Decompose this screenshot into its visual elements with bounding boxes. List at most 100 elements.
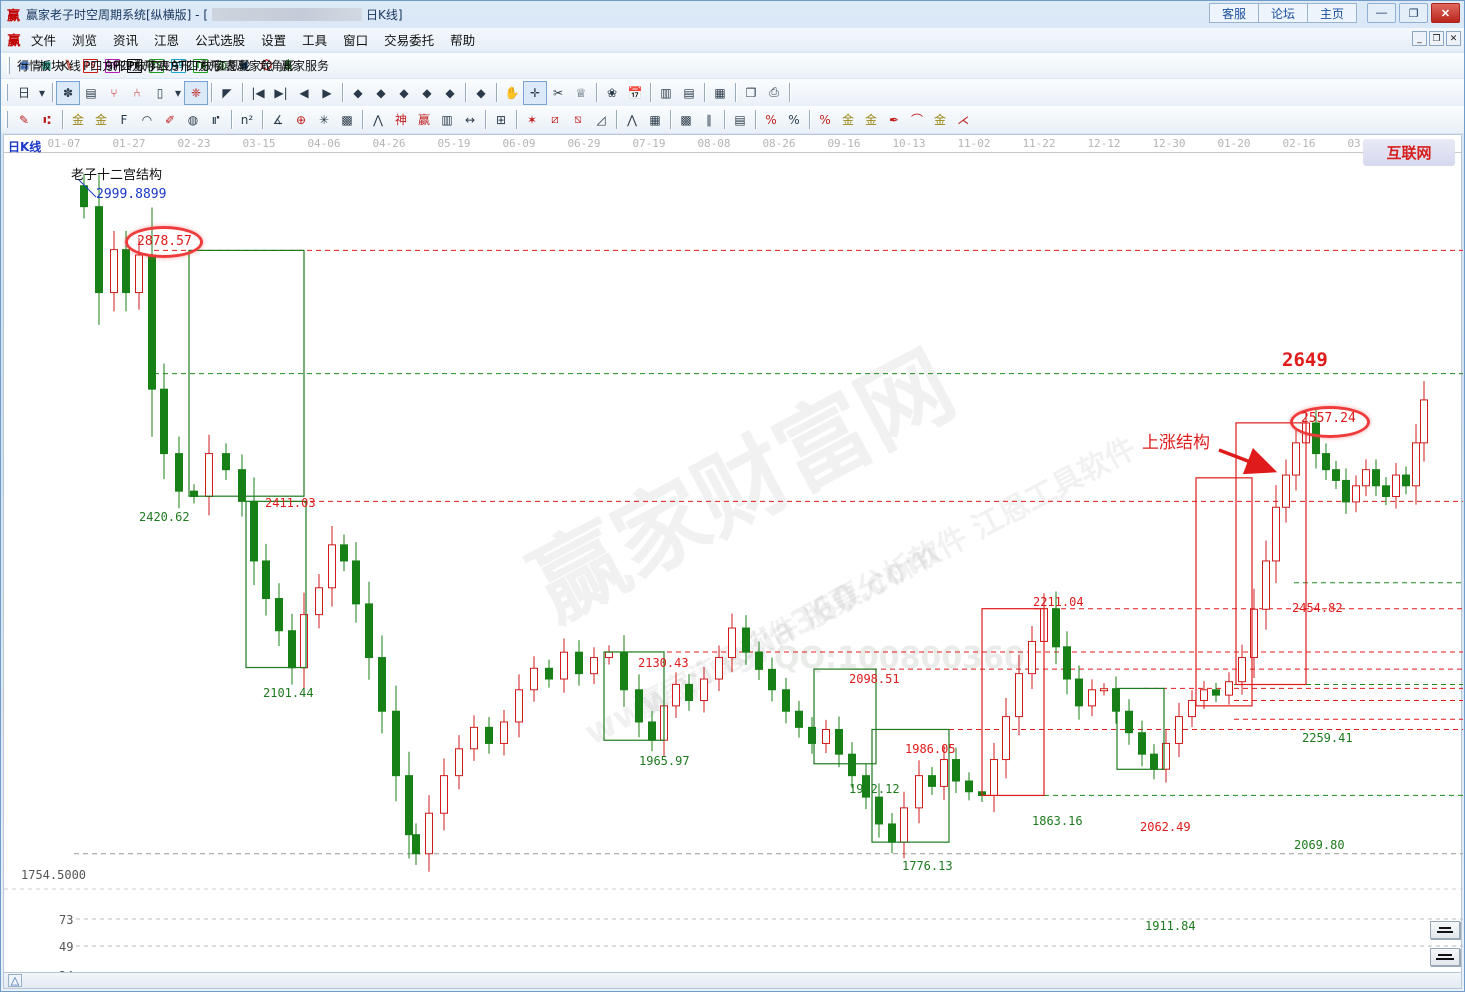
percent-icon[interactable]: %: [788, 112, 800, 127]
menu-gann[interactable]: 江恩: [154, 33, 180, 48]
compress-h-icon[interactable]: ◆: [422, 85, 432, 100]
percent-fan-icon[interactable]: %: [765, 112, 777, 127]
levels-icon[interactable]: ▤: [734, 112, 746, 127]
toolbar-button-K线[interactable]: ⑊ K线: [59, 58, 81, 74]
ying-icon[interactable]: 赢: [417, 113, 430, 127]
scale-normal-button[interactable]: [1430, 948, 1460, 966]
menu-formula-screen[interactable]: 公式选股: [195, 33, 246, 48]
menu-trade[interactable]: 交易委托: [384, 33, 435, 48]
warning-triangle-icon[interactable]: △: [8, 974, 22, 987]
slope-icon[interactable]: ◿: [596, 112, 606, 127]
expand-v-icon[interactable]: ◆: [445, 85, 455, 100]
save-disk-icon[interactable]: ▦: [714, 85, 726, 100]
circle-grid-icon[interactable]: ◍: [187, 112, 199, 127]
spiral-icon[interactable]: ◠: [141, 112, 153, 127]
cut-icon[interactable]: ✂: [552, 85, 564, 100]
angle-icon[interactable]: ∡: [272, 112, 284, 127]
menu-settings[interactable]: 设置: [261, 33, 287, 48]
report-icon[interactable]: ▤: [85, 85, 97, 100]
mdi-restore-button[interactable]: ❐: [1429, 31, 1444, 46]
vv-icon[interactable]: ⋀: [373, 112, 383, 127]
indicator9-icon[interactable]: ⑃: [133, 85, 141, 100]
toolbar-button-赢家轮[interactable]: ◉ 赢家轮: [235, 58, 273, 74]
calendar-icon[interactable]: 📅: [627, 85, 643, 100]
toolbar-button-江恩轮[interactable]: ◎ 江恩轮: [213, 58, 251, 74]
volume-profile-icon[interactable]: ◤: [222, 85, 232, 100]
chart-panel[interactable]: 日K线 01-07 01-27 02-23 03-15 04-06 04-26 05-19 0…: [3, 134, 1463, 974]
print-icon[interactable]: ⎙: [769, 85, 779, 99]
crown-icon[interactable]: ♕: [575, 85, 587, 100]
brain-icon[interactable]: ❀: [606, 85, 618, 100]
shift-left-icon[interactable]: ◆: [353, 85, 363, 100]
arrow-span-icon[interactable]: ↔: [464, 112, 476, 127]
menu-browse[interactable]: 浏览: [72, 33, 98, 48]
period-day-icon[interactable]: 日: [17, 86, 30, 100]
close-button[interactable]: ✕: [1431, 3, 1460, 23]
gann-angle-gold-icon[interactable]: 金: [94, 113, 107, 127]
toolbar-button-行情[interactable]: ▦ 行情: [15, 58, 41, 74]
indicator3-icon[interactable]: ⑂: [110, 85, 118, 100]
shift-right-icon[interactable]: ◆: [376, 85, 386, 100]
menu-file[interactable]: 文件: [31, 33, 57, 48]
percent-lines-icon[interactable]: %: [819, 112, 831, 127]
pen-icon[interactable]: ✎: [18, 112, 30, 127]
square-grid-icon[interactable]: ▩: [341, 112, 353, 127]
fan-lines-icon[interactable]: ✶: [526, 112, 538, 127]
ink-icon[interactable]: ✒: [888, 112, 900, 127]
toolbar-button-T数字表[interactable]: TN T数字表: [191, 58, 236, 74]
pattern-icon[interactable]: ❈: [184, 80, 208, 105]
grid-a-icon[interactable]: ▦: [649, 112, 661, 127]
gold-circle-icon[interactable]: 金: [841, 113, 854, 127]
gold-fan-icon[interactable]: 金: [864, 113, 877, 127]
star-target-icon[interactable]: ✳: [318, 112, 330, 127]
n2-icon[interactable]: n²: [240, 112, 254, 127]
cross-slope-icon[interactable]: ⋌: [957, 112, 969, 127]
fork-icon[interactable]: ⑆: [43, 112, 51, 127]
menu-tools[interactable]: 工具: [302, 33, 328, 48]
last-page-icon[interactable]: ▶|: [274, 85, 288, 100]
copy-icon[interactable]: ❐: [745, 85, 757, 100]
target-icon[interactable]: ⊕: [295, 112, 307, 127]
ruler-icon[interactable]: ▥: [441, 112, 453, 127]
toolbar-button-P数字表[interactable]: PN P数字表: [125, 58, 170, 74]
expand-h-icon[interactable]: ◆: [399, 85, 409, 100]
toolbar-button-P四方形[interactable]: PS P四方形: [81, 58, 126, 74]
toolbar-grip-row3[interactable]: [5, 111, 8, 128]
toolbar-button-六角形[interactable]: ⬡ 六角形: [257, 58, 295, 74]
maximize-button[interactable]: ❐: [1399, 3, 1428, 23]
marker-icon[interactable]: ✐: [164, 112, 176, 127]
trident-icon[interactable]: ⑈: [212, 112, 220, 127]
period-dropdown-icon[interactable]: ▾: [38, 85, 46, 100]
gauge-icon[interactable]: ▯: [156, 85, 164, 100]
toolbar-grip-row2[interactable]: [5, 84, 8, 101]
grid-b-icon[interactable]: ▩: [680, 112, 692, 127]
window-icon[interactable]: ⊞: [495, 112, 507, 127]
zigzag-icon[interactable]: ⋀: [627, 112, 637, 127]
toolbar-button-9P四方形[interactable]: P9 9P四方形: [103, 58, 156, 74]
chart-plot-area[interactable]: 赢家财富网 赢家江恩软件 股票分析软件 江恩工具软件 www.yingjia36…: [4, 153, 1463, 973]
mdi-close-button[interactable]: ✕: [1446, 31, 1461, 46]
step-back-icon[interactable]: ◀: [299, 85, 309, 100]
menu-news[interactable]: 资讯: [113, 33, 139, 48]
compress-v-icon[interactable]: ◆: [476, 85, 486, 100]
toolbar-grip[interactable]: [7, 57, 10, 74]
step-forward-icon[interactable]: ▶: [322, 85, 332, 100]
gold-box-icon[interactable]: 金: [933, 113, 946, 127]
arc-icon[interactable]: ⌒: [910, 113, 923, 127]
box-diag-icon[interactable]: ⧄: [551, 112, 559, 126]
fib-fan-icon[interactable]: F: [120, 112, 128, 127]
menu-help[interactable]: 帮助: [450, 33, 476, 48]
forum-button[interactable]: 论坛: [1258, 3, 1308, 23]
crosshair-icon[interactable]: ✛: [523, 80, 547, 105]
parallel-icon[interactable]: ∥: [706, 112, 712, 127]
scale-expand-button[interactable]: [1430, 921, 1460, 939]
first-page-icon[interactable]: |◀: [251, 85, 265, 100]
toolbar-button-T四方形[interactable]: TS T四方形: [147, 58, 192, 74]
toolbar-button-板块[interactable]: ▩ 板块: [37, 58, 63, 74]
overlay-icon[interactable]: ✽: [56, 80, 80, 105]
shen-icon[interactable]: 神: [394, 113, 407, 127]
gann-fan-gold-icon[interactable]: 金: [71, 113, 84, 127]
notes-icon[interactable]: ▤: [683, 85, 695, 100]
toolbar-button-赢家服务[interactable]: $ 赢家服务: [279, 58, 329, 74]
toolbar-button-9T四方形[interactable]: T9 9T四方形: [169, 58, 222, 74]
